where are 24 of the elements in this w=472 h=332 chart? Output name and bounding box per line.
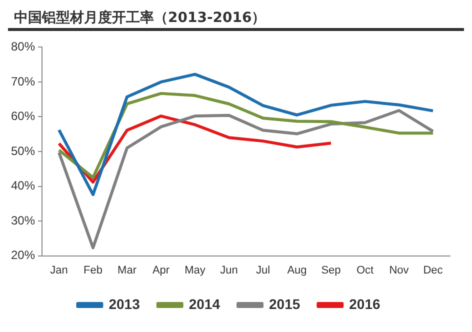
x-tick-label: Mar <box>118 264 137 276</box>
x-tick-label: Apr <box>152 264 170 276</box>
legend-label: 2013 <box>108 296 140 312</box>
y-tick-label: 80% <box>10 40 36 54</box>
legend-label: 2016 <box>349 296 381 312</box>
x-tick-label: May <box>184 264 206 276</box>
x-tick-label: Oct <box>356 264 374 276</box>
chart-title: 中国铝型材月度开工率（2013-2016） <box>13 8 267 28</box>
x-tick-label: Dec <box>423 264 444 276</box>
legend-label: 2014 <box>188 296 220 312</box>
y-tick-label: 40% <box>10 178 36 193</box>
x-tick-label: Jan <box>50 264 68 276</box>
x-tick-label: Jul <box>256 264 270 276</box>
y-tick-label: 60% <box>10 109 36 124</box>
legend-label: 2015 <box>269 296 300 312</box>
x-tick-label: Aug <box>287 264 307 276</box>
x-tick-label: Nov <box>389 264 410 276</box>
x-tick-label: Feb <box>84 264 102 276</box>
y-tick-label: 50% <box>10 144 36 158</box>
y-tick-label: 20% <box>10 248 36 262</box>
y-tick-label: 70% <box>10 74 36 88</box>
x-tick-label: Sep <box>321 264 341 276</box>
x-tick-label: Jun <box>220 264 238 276</box>
y-tick-label: 30% <box>10 213 36 228</box>
